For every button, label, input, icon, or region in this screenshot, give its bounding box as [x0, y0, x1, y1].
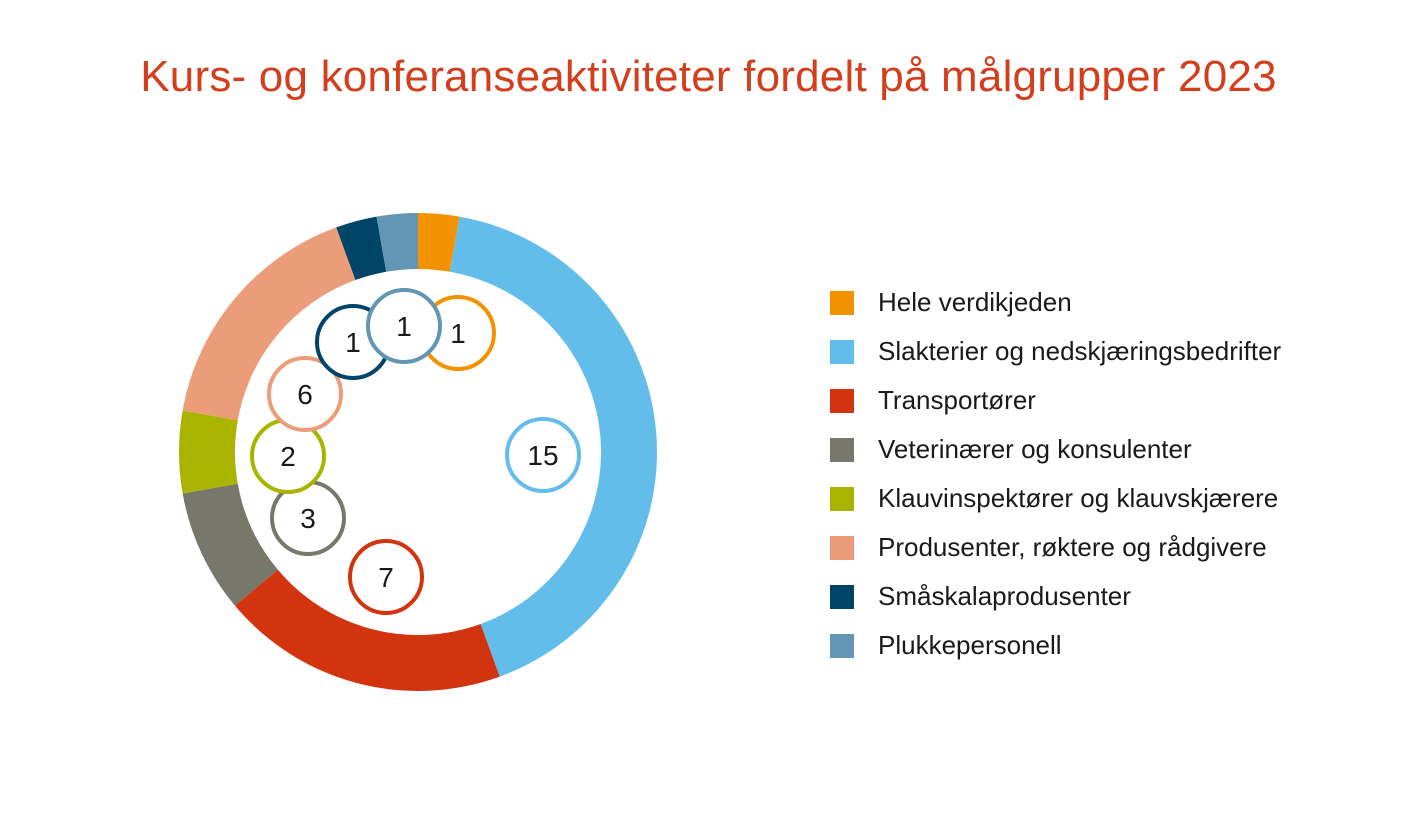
value-label: 1: [450, 318, 466, 349]
legend-swatch: [830, 339, 854, 364]
legend-item: Veterinærer og konsulenter: [830, 425, 1281, 474]
chart-title: Kurs- og konferanseaktiviteter fordelt p…: [140, 52, 1277, 101]
value-bubble: [505, 417, 581, 493]
legend-label: Plukkepersonell: [878, 630, 1062, 660]
value-bubble: [366, 288, 442, 364]
legend-label: Klauvinspektører og klauvskjærere: [878, 483, 1279, 513]
legend: Hele verdikjeden Slakterier og nedskjæri…: [830, 278, 1281, 670]
value-bubble: [348, 539, 424, 615]
legend-label: Slakterier og nedskjæringsbedrifter: [878, 336, 1282, 366]
legend-label: Småskalaprodusenter: [878, 581, 1131, 611]
value-label: 1: [345, 327, 361, 358]
legend-item: Klauvinspektører og klauvskjærere: [830, 474, 1281, 523]
legend-item: Plukkepersonell: [830, 621, 1281, 670]
legend-item: Produsenter, røktere og rådgivere: [830, 523, 1281, 572]
legend-swatch: [830, 535, 854, 560]
value-label: 1: [396, 311, 412, 342]
donut-slice: [234, 569, 500, 691]
legend-label: Hele verdikjeden: [878, 287, 1072, 317]
legend-item: Småskalaprodusenter: [830, 572, 1281, 621]
legend-swatch: [830, 584, 854, 609]
donut-slice: [182, 227, 356, 421]
legend-item: Transportører: [830, 376, 1281, 425]
legend-swatch: [830, 290, 854, 315]
value-bubble: [267, 356, 343, 432]
legend-label: Transportører: [878, 385, 1036, 415]
legend-item: Slakterier og nedskjæringsbedrifter: [830, 327, 1281, 376]
donut-slice: [418, 213, 460, 272]
value-label: 2: [280, 441, 296, 472]
value-label: 15: [527, 440, 558, 471]
legend-item: Hele verdikjeden: [830, 278, 1281, 327]
legend-label: Veterinærer og konsulenter: [878, 434, 1192, 464]
legend-swatch: [830, 486, 854, 511]
legend-label: Produsenter, røktere og rådgivere: [878, 532, 1267, 562]
value-label: 7: [378, 562, 394, 593]
value-label: 6: [297, 379, 313, 410]
legend-swatch: [830, 388, 854, 413]
donut-slice: [376, 213, 418, 272]
value-label: 3: [300, 503, 316, 534]
legend-swatch: [830, 437, 854, 462]
donut-slice: [182, 483, 278, 606]
donut-slice: [179, 410, 238, 494]
donut-slice: [449, 216, 657, 677]
legend-swatch: [830, 633, 854, 658]
donut-slice: [336, 216, 387, 281]
